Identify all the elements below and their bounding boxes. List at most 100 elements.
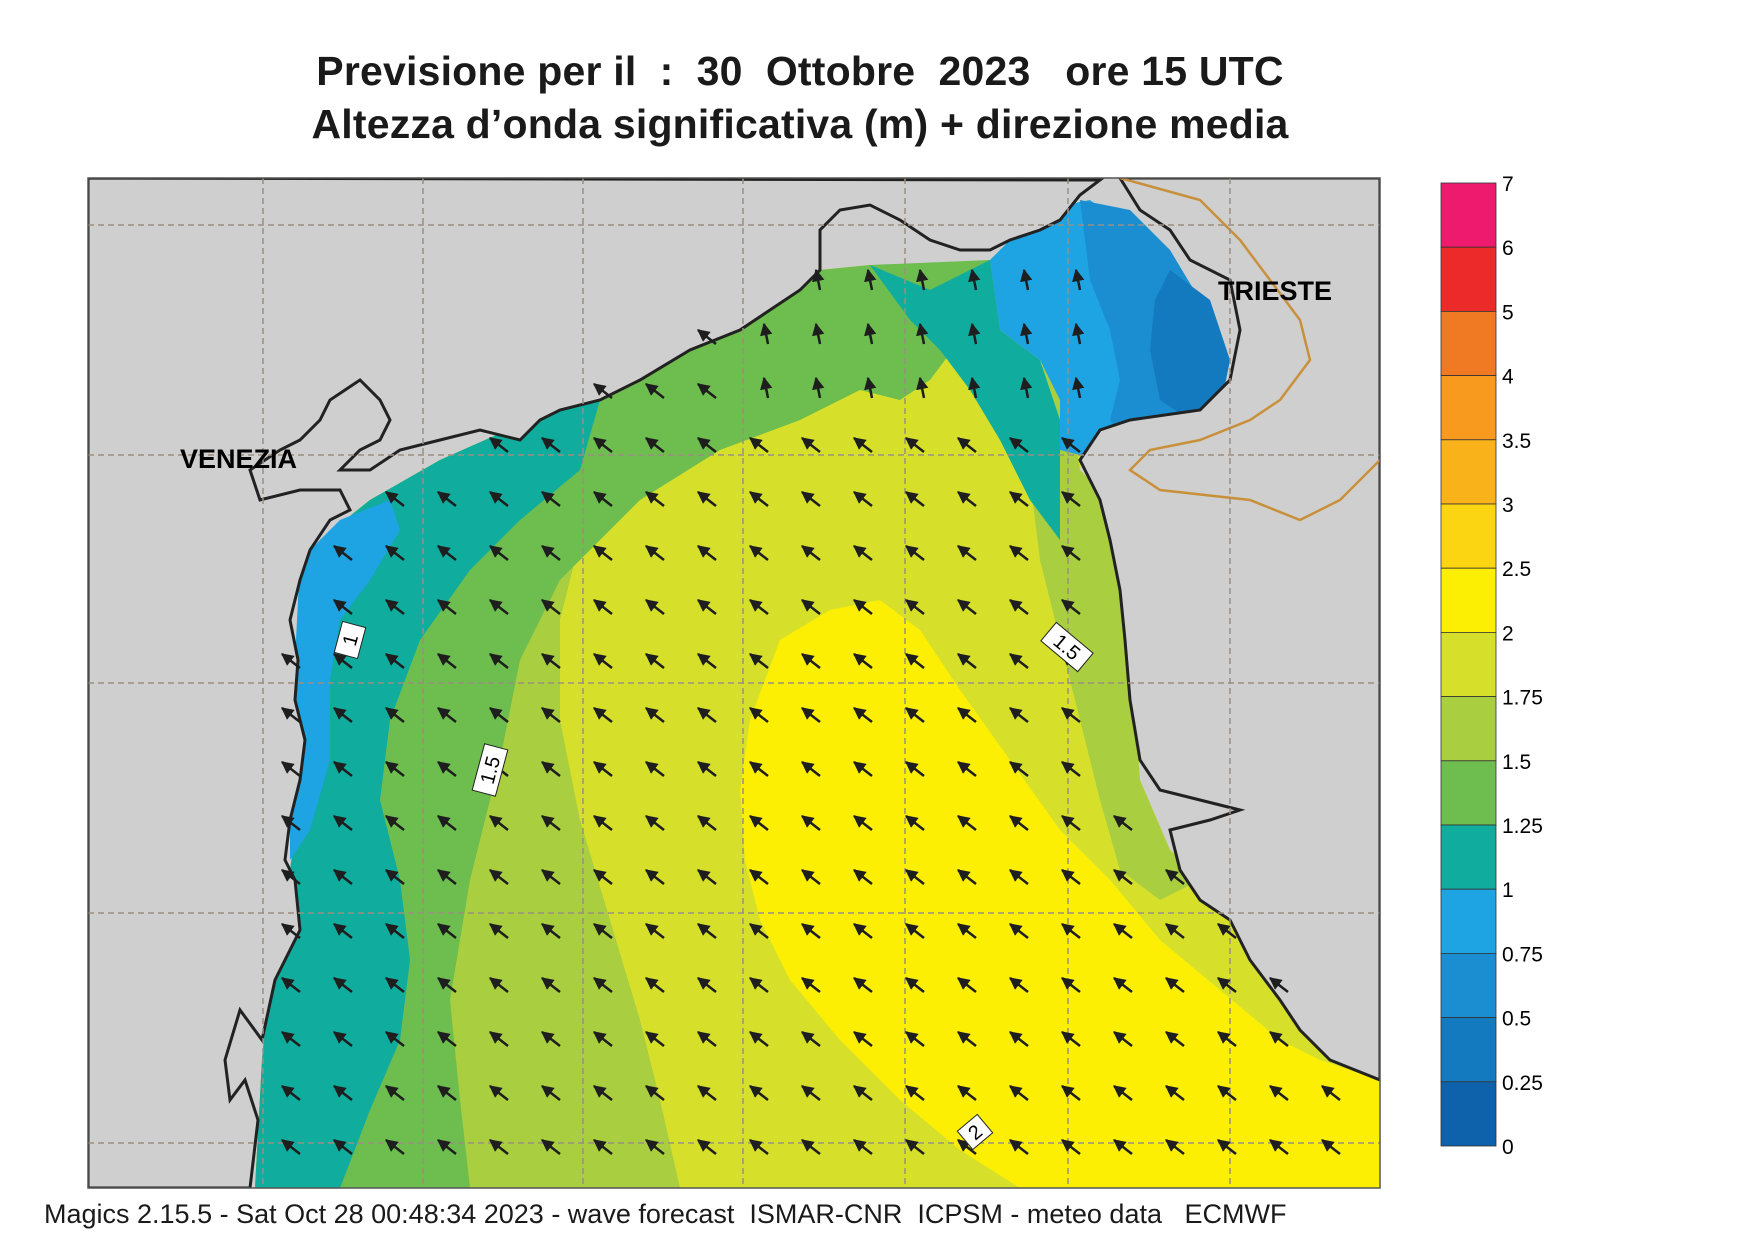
wave-arrow <box>541 437 561 453</box>
wave-arrow <box>905 653 925 669</box>
color-legend: 7 6 5 4 3.5 3 2.5 2 1.75 1.5 1.25 1 0.75 0.5 0.25 0 <box>1440 173 1543 1159</box>
wave-arrow <box>437 1139 457 1155</box>
contour-label-2: 2 <box>956 1113 994 1151</box>
wave-arrow <box>905 1139 925 1155</box>
wave-arrow <box>333 1031 353 1047</box>
wave-arrow <box>541 491 561 507</box>
band-1-5-1-75-east <box>1020 340 1200 900</box>
wave-arrow <box>385 977 405 993</box>
wave-arrow <box>905 545 925 561</box>
wave-arrow <box>593 977 613 993</box>
wave-arrow <box>385 653 405 669</box>
wave-arrow <box>541 1139 561 1155</box>
wave-arrow <box>1321 1139 1341 1155</box>
wave-arrow <box>333 1139 353 1155</box>
wave-arrow <box>801 923 821 939</box>
wave-arrow <box>749 1031 769 1047</box>
wave-arrow <box>333 977 353 993</box>
wave-arrow <box>593 653 613 669</box>
wave-arrow <box>1009 923 1029 939</box>
legend-label: 1.25 <box>1502 815 1543 838</box>
wave-arrow <box>801 653 821 669</box>
wave-arrow <box>645 707 665 723</box>
wave-arrow <box>385 1085 405 1101</box>
legend-swatch <box>1440 696 1497 762</box>
wave-arrow <box>1269 1031 1289 1047</box>
wave-arrow <box>645 761 665 777</box>
wave-arrow <box>1113 815 1133 831</box>
wave-arrow <box>1113 1031 1133 1047</box>
wave-arrow <box>1113 869 1133 885</box>
legend-label: 5 <box>1502 301 1514 324</box>
wave-arrow <box>1061 1139 1081 1155</box>
wave-arrow <box>905 977 925 993</box>
wave-arrow <box>1217 1031 1237 1047</box>
wave-arrow <box>645 491 665 507</box>
wave-arrow <box>333 815 353 831</box>
wave-arrow <box>812 322 825 345</box>
wave-arrow <box>853 761 873 777</box>
wave-arrow <box>489 1085 509 1101</box>
wave-arrow <box>1061 1031 1081 1047</box>
band-0-25-0-5 <box>1150 270 1230 420</box>
wave-arrow <box>437 923 457 939</box>
map-frame <box>87 177 1381 1189</box>
legend-label: 0 <box>1502 1136 1514 1159</box>
wave-arrow <box>905 707 925 723</box>
wave-arrow <box>916 268 929 291</box>
wave-arrow <box>645 869 665 885</box>
title-line-2: Altezza d’onda significativa (m) + direz… <box>311 101 1289 147</box>
wave-arrow <box>489 1139 509 1155</box>
wave-arrow <box>853 545 873 561</box>
legend-label: 0.75 <box>1502 943 1543 966</box>
wave-arrow <box>749 1139 769 1155</box>
wave-arrow <box>1009 437 1029 453</box>
wave-arrow <box>333 653 353 669</box>
wave-arrow <box>957 923 977 939</box>
wave-arrow <box>593 491 613 507</box>
wave-arrow <box>957 491 977 507</box>
legend-label: 7 <box>1502 173 1514 196</box>
wave-arrow <box>905 761 925 777</box>
wave-arrow <box>801 1139 821 1155</box>
wave-arrow <box>905 437 925 453</box>
wave-arrow <box>489 815 509 831</box>
wave-arrow <box>281 653 301 669</box>
wave-arrow <box>593 599 613 615</box>
wave-arrow <box>957 761 977 777</box>
wave-arrow <box>697 491 717 507</box>
band-1-1-25-north <box>870 260 1060 540</box>
wave-arrow <box>1061 491 1081 507</box>
wave-arrow <box>853 923 873 939</box>
wave-arrow <box>437 869 457 885</box>
wave-arrow <box>281 977 301 993</box>
wave-arrow <box>957 707 977 723</box>
wave-arrow <box>1217 1085 1237 1101</box>
wave-arrow <box>801 491 821 507</box>
wave-arrow <box>1061 815 1081 831</box>
legend-swatch <box>1440 567 1497 633</box>
wave-arrow <box>437 1031 457 1047</box>
legend-swatch <box>1440 439 1497 505</box>
wave-arrow <box>697 1085 717 1101</box>
wave-arrow <box>801 1031 821 1047</box>
wave-arrow <box>853 869 873 885</box>
legend-label: 3.5 <box>1502 430 1531 453</box>
wave-arrow <box>645 653 665 669</box>
wave-arrow <box>864 268 877 291</box>
legend-swatch <box>1440 760 1497 826</box>
wave-arrow <box>853 977 873 993</box>
wave-arrow <box>1269 1085 1289 1101</box>
wave-arrow <box>385 761 405 777</box>
wave-arrow <box>489 923 509 939</box>
wave-arrow <box>1009 491 1029 507</box>
wave-arrow <box>1061 599 1081 615</box>
wave-arrow <box>385 599 405 615</box>
wave-arrow <box>1061 761 1081 777</box>
legend-label: 1 <box>1502 879 1514 902</box>
legend-label: 0.5 <box>1502 1008 1531 1031</box>
wave-arrow <box>593 1139 613 1155</box>
wave-arrow <box>957 599 977 615</box>
wave-arrow <box>697 437 717 453</box>
